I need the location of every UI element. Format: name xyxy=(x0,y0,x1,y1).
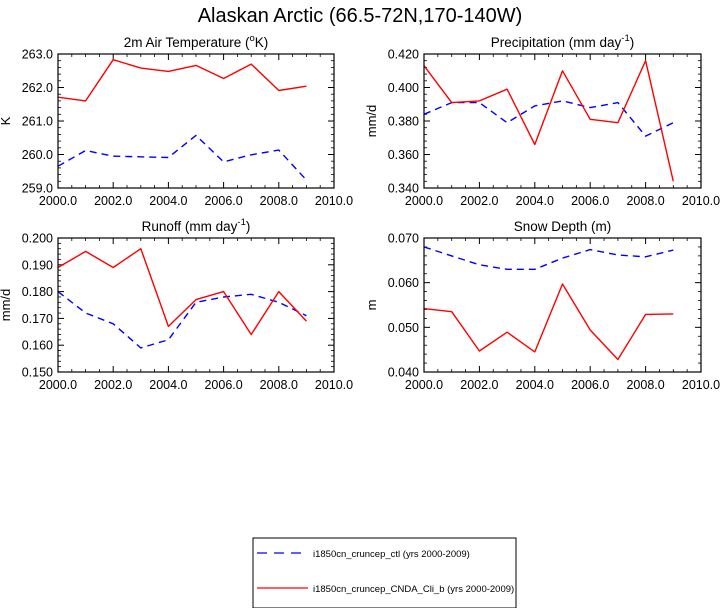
y-tick-label: 0.070 xyxy=(388,232,419,246)
panel-4: Snow Depth (m) m 0.040 0.050 0.060 0.070 2000.… xyxy=(364,219,720,392)
y-axis-label: mm/d xyxy=(364,105,379,138)
y-tick-label: 0.420 xyxy=(388,48,419,62)
series-line-cnda xyxy=(423,283,674,361)
panel-title: 2m Air Temperature (oK) xyxy=(124,33,269,50)
y-tick-label: 0.170 xyxy=(22,312,53,326)
panel-title: Snow Depth (m) xyxy=(514,219,612,234)
x-tick-label: 2004.0 xyxy=(149,194,187,208)
series-line-ctl xyxy=(423,100,674,137)
panel-title-sup: o xyxy=(250,33,255,44)
y-axis-label: m xyxy=(364,300,379,311)
x-tick-label: 2010.0 xyxy=(682,378,720,392)
figure-title: Alaskan Arctic (66.5-72N,170-140W) xyxy=(198,5,523,27)
x-tick-label: 2000.0 xyxy=(405,194,443,208)
panel-3: Runoff (mm day-1) mm/d 0.150 0.160 0.170 0.18… xyxy=(0,217,353,392)
panel-title-main: 2m Air Temperature ( xyxy=(124,35,250,50)
y-tick-label: 0.340 xyxy=(388,182,419,196)
x-tick-label: 2008.0 xyxy=(626,378,664,392)
panel-title-sup: -1 xyxy=(237,217,245,228)
x-tick-label: 2002.0 xyxy=(94,378,132,392)
x-tick-label: 2008.0 xyxy=(626,194,664,208)
x-tick-label: 2000.0 xyxy=(39,378,77,392)
plot-frame xyxy=(423,237,702,373)
legend-label-ctl: i1850cn_cruncep_ctl (yrs 2000-2009) xyxy=(313,549,470,560)
x-tick-label: 2002.0 xyxy=(94,194,132,208)
x-tick-label: 2008.0 xyxy=(260,378,298,392)
y-tick-label: 259.0 xyxy=(22,182,53,196)
y-tick-label: 262.0 xyxy=(22,81,53,95)
plot-frame xyxy=(57,53,335,189)
y-tick-label: 263.0 xyxy=(22,48,53,62)
x-tick-label: 2004.0 xyxy=(516,194,554,208)
y-tick-label: 0.360 xyxy=(388,148,419,162)
x-tick-label: 2006.0 xyxy=(571,194,609,208)
x-tick-label: 2004.0 xyxy=(516,378,554,392)
x-tick-label: 2000.0 xyxy=(405,378,443,392)
legend-box xyxy=(252,537,517,608)
panel-title-end: K) xyxy=(255,35,269,50)
x-tick-label: 2010.0 xyxy=(315,378,353,392)
panel-1: 2m Air Temperature (oK) K 259.0 260.0 261.0 2… xyxy=(0,33,353,208)
y-axis-label: mm/d xyxy=(0,289,13,322)
x-tick-label: 2000.0 xyxy=(39,194,77,208)
y-tick-label: 0.200 xyxy=(22,232,53,246)
y-tick-label: 0.050 xyxy=(388,321,419,335)
panel-title-main: Precipitation (mm day xyxy=(491,35,622,50)
y-tick-label: 0.150 xyxy=(22,366,53,380)
x-tick-label: 2002.0 xyxy=(460,378,498,392)
x-tick-label: 2006.0 xyxy=(204,194,242,208)
panel-title-main: Runoff (mm day xyxy=(142,219,238,234)
y-tick-label: 261.0 xyxy=(22,115,53,129)
panel-title-end: ) xyxy=(630,35,635,50)
x-tick-label: 2002.0 xyxy=(460,194,498,208)
plot-frame xyxy=(57,237,335,373)
x-tick-label: 2008.0 xyxy=(260,194,298,208)
x-tick-label: 2006.0 xyxy=(571,378,609,392)
y-tick-label: 0.400 xyxy=(388,81,419,95)
y-tick-label: 0.190 xyxy=(22,258,53,272)
y-tick-label: 0.380 xyxy=(388,115,419,129)
series-line-cnda xyxy=(57,247,307,336)
panel-title-end: ) xyxy=(246,219,251,234)
series-line-ctl xyxy=(57,291,307,349)
x-tick-label: 2004.0 xyxy=(149,378,187,392)
panel-title-main: Snow Depth (m) xyxy=(514,219,612,234)
x-tick-label: 2010.0 xyxy=(682,194,720,208)
y-tick-label: 0.060 xyxy=(388,276,419,290)
x-tick-label: 2010.0 xyxy=(315,194,353,208)
series-line-ctl xyxy=(423,246,674,270)
series-line-cnda xyxy=(423,60,674,182)
y-tick-label: 0.180 xyxy=(22,285,53,299)
panel-title-sup: -1 xyxy=(621,33,629,44)
y-tick-label: 0.160 xyxy=(22,339,53,353)
legend: i1850cn_cruncep_ctl (yrs 2000-2009) i185… xyxy=(252,537,517,608)
series-line-ctl xyxy=(57,134,307,181)
y-tick-label: 0.040 xyxy=(388,366,419,380)
x-tick-label: 2006.0 xyxy=(204,378,242,392)
panel-2: Precipitation (mm day-1) mm/d 0.340 0.360 0.… xyxy=(364,33,720,208)
legend-label-cnda: i1850cn_cruncep_CNDA_Cli_b (yrs 2000-200… xyxy=(313,584,514,595)
series-line-cnda xyxy=(57,59,307,102)
y-tick-label: 260.0 xyxy=(22,148,53,162)
panel-title: Runoff (mm day-1) xyxy=(142,217,251,234)
panel-title: Precipitation (mm day-1) xyxy=(491,33,635,50)
panels: 2m Air Temperature (oK) K 259.0 260.0 261.0 2… xyxy=(0,33,720,392)
plot-frame xyxy=(423,53,702,189)
y-axis-label: K xyxy=(0,116,13,125)
